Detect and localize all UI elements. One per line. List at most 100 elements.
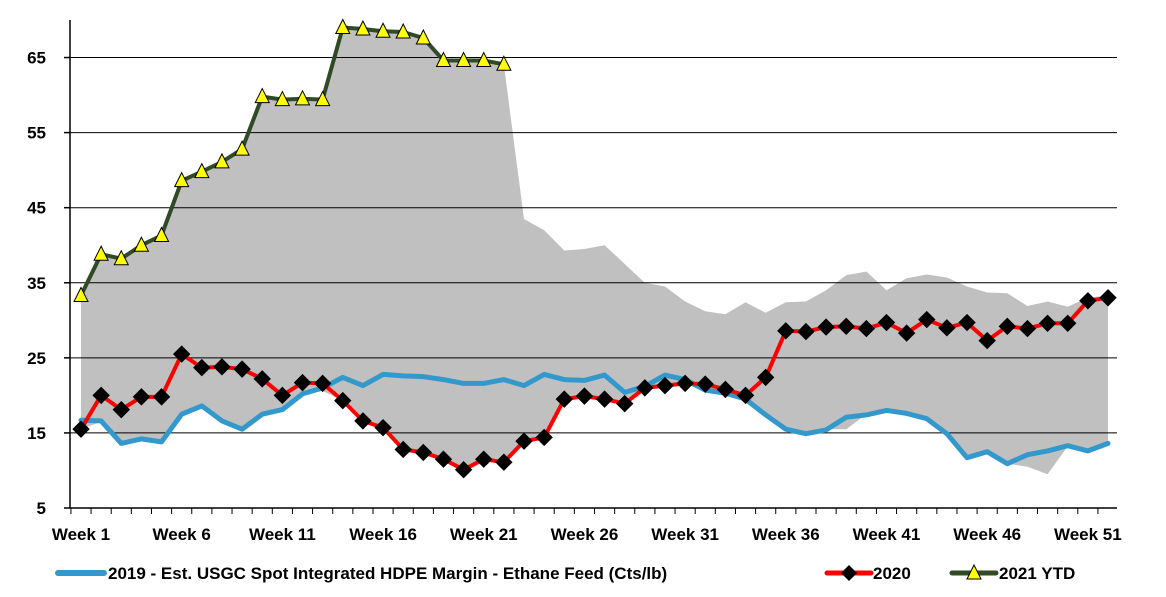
diamond-marker: [938, 319, 956, 337]
triangle-marker: [234, 140, 250, 156]
diamond-marker: [958, 313, 976, 332]
diamond-marker: [756, 368, 775, 387]
diamond-marker: [1018, 319, 1037, 338]
x-tick-label: Week 1: [52, 525, 110, 544]
diamond-marker: [495, 453, 513, 471]
triangle-marker: [274, 90, 291, 107]
legend: 2019 - Est. USGC Spot Integrated HDPE Ma…: [55, 563, 1075, 583]
diamond-marker: [293, 373, 312, 392]
diamond-marker: [817, 318, 835, 336]
diamond-marker: [1038, 314, 1057, 333]
diamond-marker: [475, 450, 493, 468]
triangle-marker: [113, 249, 130, 266]
x-tick-label: Week 16: [349, 525, 417, 544]
legend-label-2: 2021 YTD: [999, 564, 1075, 583]
diamond-marker: [555, 390, 574, 408]
y-tick-label: 55: [27, 124, 46, 143]
diamond-marker: [978, 331, 996, 350]
diamond-marker: [656, 376, 674, 395]
x-tick-label: Week 46: [953, 525, 1021, 544]
triangle-marker: [153, 226, 170, 242]
legend-triangle-marker: [966, 563, 982, 580]
diamond-marker: [253, 370, 271, 388]
diamond-marker: [897, 324, 916, 342]
diamond-marker: [112, 400, 130, 419]
x-tick-labels: Week 1 Week 6 Week 11 Week 16 Week 21 Week 26…: [52, 525, 1122, 544]
series-layer: [78, 25, 1111, 472]
diamond-marker: [434, 450, 453, 468]
diamond-marker: [334, 391, 352, 410]
diamond-marker: [454, 461, 473, 479]
diamond-marker: [1079, 292, 1097, 310]
axes: [64, 20, 1117, 514]
y-tick-label: 45: [27, 199, 46, 218]
triangle-marker: [93, 245, 109, 261]
triangle-marker: [133, 236, 150, 252]
diamond-marker: [394, 440, 412, 459]
legend-label-1: 2020: [873, 564, 911, 583]
diamond-marker: [72, 420, 90, 438]
triangle-marker: [475, 51, 492, 68]
triangle-marker: [375, 22, 391, 38]
diamond-marker: [273, 386, 292, 405]
diamond-marker: [676, 374, 694, 393]
y-tick-labels: 5 15 25 35 45 55 65: [27, 49, 46, 518]
diamond-marker: [857, 319, 876, 338]
diamond-marker: [736, 386, 755, 405]
diamond-marker: [92, 386, 110, 405]
diamond-marker: [615, 394, 634, 413]
triangle-marker: [73, 286, 89, 303]
triangle-marker: [496, 55, 512, 71]
y-tick-label: 15: [27, 424, 46, 443]
triangle-marker: [314, 90, 331, 107]
series-line-1: [79, 295, 1110, 472]
triangle-marker: [334, 18, 351, 35]
diamond-marker: [575, 387, 594, 405]
diamond-marker: [918, 310, 936, 329]
diamond-marker: [152, 388, 171, 406]
diamond-marker: [998, 317, 1017, 336]
x-tick-label: Week 36: [752, 525, 820, 544]
series-line-2: [79, 25, 506, 298]
range-band-layer: [81, 27, 1108, 475]
x-tick-label: Week 21: [450, 525, 518, 544]
diamond-marker: [777, 322, 795, 340]
diamond-marker: [193, 358, 211, 377]
diamond-marker: [696, 375, 714, 393]
x-tick-label: Week 11: [249, 525, 316, 544]
diamond-marker: [515, 432, 533, 450]
y-tick-label: 5: [37, 499, 46, 518]
diamond-marker: [1059, 314, 1077, 333]
triangle-marker: [395, 22, 412, 39]
diamond-marker: [535, 428, 553, 447]
legend-diamond-marker: [841, 565, 857, 581]
triangle-marker: [294, 89, 311, 106]
diamond-marker: [414, 443, 433, 462]
x-tick-label: Week 41: [853, 525, 921, 544]
diamond-marker: [1099, 289, 1117, 307]
diamond-marker: [837, 317, 855, 336]
triangle-marker: [254, 87, 271, 104]
x-tick-label: Week 26: [551, 525, 619, 544]
diamond-marker: [354, 412, 372, 430]
diamond-marker: [797, 322, 815, 341]
diamond-marker: [877, 313, 896, 332]
triangle-marker: [194, 162, 210, 179]
range-band: [81, 27, 1108, 475]
diamond-marker: [132, 388, 151, 406]
series-line-0: [78, 371, 1111, 467]
markers-layer: [72, 18, 1117, 479]
y-tick-label: 25: [27, 349, 46, 368]
diamond-marker: [233, 360, 251, 378]
triangle-marker: [173, 171, 190, 188]
y-tick-label: 35: [27, 274, 46, 293]
diamond-marker: [374, 418, 392, 437]
diamond-marker: [716, 380, 735, 399]
legend-label-0: 2019 - Est. USGC Spot Integrated HDPE Ma…: [108, 564, 667, 583]
x-tick-label: Week 51: [1054, 525, 1122, 544]
triangle-marker: [355, 19, 371, 36]
diamond-marker: [636, 379, 654, 397]
y-tick-label: 65: [27, 49, 46, 68]
x-tick-label: Week 6: [153, 525, 211, 544]
